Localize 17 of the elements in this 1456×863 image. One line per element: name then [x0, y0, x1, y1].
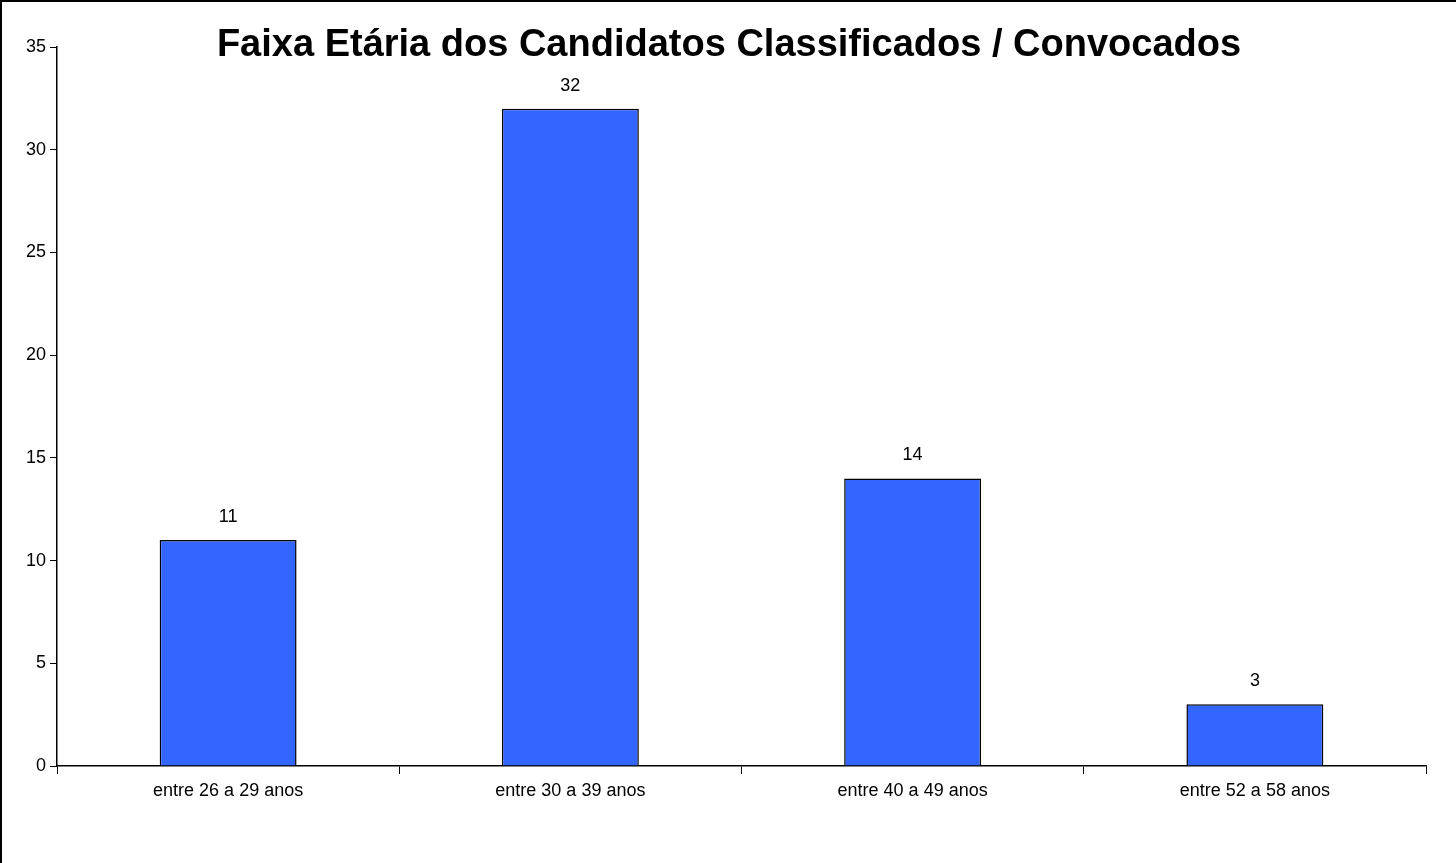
y-tick-label: 0: [35, 754, 46, 775]
y-tick-label: 20: [25, 344, 46, 365]
y-tick-label: 30: [25, 138, 46, 159]
data-label: 32: [560, 74, 581, 95]
data-label: 14: [902, 444, 923, 465]
x-tick-label: entre 26 a 29 anos: [153, 779, 304, 800]
y-tick-label: 15: [25, 446, 46, 467]
y-tick-label: 5: [35, 652, 46, 673]
y-tick-label: 25: [25, 241, 46, 262]
y-tick-label: 35: [25, 35, 46, 56]
y-tick-label: 10: [25, 549, 46, 570]
data-label: 3: [1249, 670, 1260, 691]
x-tick-label: entre 52 a 58 anos: [1179, 779, 1330, 800]
chart-title: Faixa Etária dos Candidatos Classificados / Convocados: [216, 22, 1242, 64]
x-tick-label: entre 40 a 49 anos: [837, 779, 988, 800]
data-label: 11: [218, 506, 238, 526]
x-tick-label: entre 30 a 39 anos: [495, 779, 646, 800]
